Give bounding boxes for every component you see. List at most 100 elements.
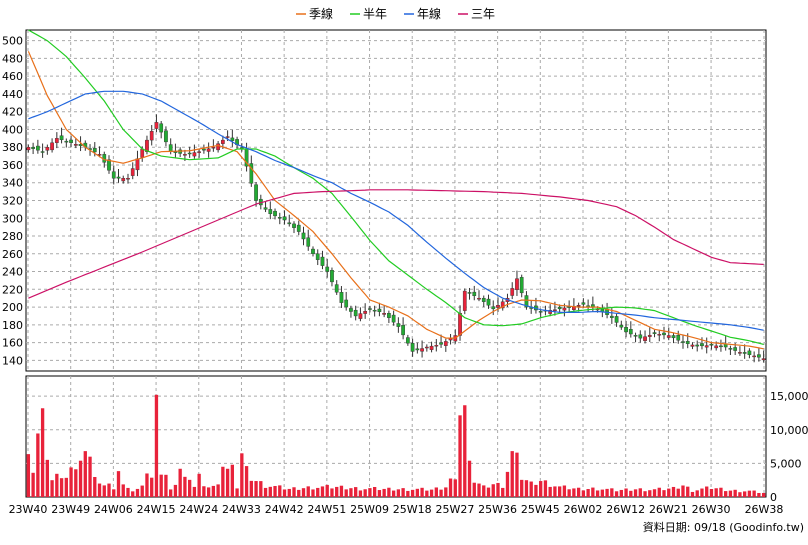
volume-bar xyxy=(363,489,367,497)
volume-bar xyxy=(59,478,64,497)
volume-bar xyxy=(652,489,657,497)
price-tick-label: 140 xyxy=(2,354,23,367)
volume-bar xyxy=(292,487,296,497)
candle-body xyxy=(548,310,553,314)
candle-body xyxy=(486,298,491,306)
price-tick-label: 240 xyxy=(2,266,23,279)
volume-bar xyxy=(197,473,201,497)
volume-bar xyxy=(107,483,111,497)
candle-body xyxy=(576,305,581,307)
price-panel xyxy=(25,29,767,372)
volume-bar xyxy=(505,471,510,497)
volume-bar xyxy=(131,491,135,497)
volume-tick-label: 5,000 xyxy=(770,457,802,470)
candle-body xyxy=(197,151,202,153)
candle-body xyxy=(752,355,757,358)
candle-body xyxy=(477,297,481,300)
volume-bar xyxy=(458,415,462,497)
volume-bar xyxy=(591,487,595,497)
volume-bar xyxy=(572,488,576,497)
ma-line-quarter xyxy=(27,51,764,350)
volume-bar xyxy=(534,484,538,497)
candle-body xyxy=(377,308,382,312)
volume-bar xyxy=(112,489,116,497)
price-tick-label: 340 xyxy=(2,177,23,190)
candle-body xyxy=(339,292,344,303)
candle-body xyxy=(206,148,211,152)
volume-bar xyxy=(74,469,78,497)
volume-bar xyxy=(169,489,173,497)
volume-bar xyxy=(633,489,638,497)
volume-bar xyxy=(387,487,391,497)
candle-body xyxy=(462,290,467,311)
volume-bar xyxy=(719,487,723,497)
volume-bar xyxy=(624,488,628,497)
volume-bar xyxy=(178,468,182,497)
candle-body xyxy=(628,329,633,335)
volume-bar xyxy=(690,491,695,497)
x-tick-label: 26W02 xyxy=(564,503,603,516)
price-tick-label: 420 xyxy=(2,106,23,119)
candle-body xyxy=(443,341,448,346)
volume-bar xyxy=(686,486,690,497)
candles xyxy=(26,114,766,363)
x-tick-label: 25W18 xyxy=(393,503,432,516)
volume-bar xyxy=(667,488,671,497)
volume-bar xyxy=(463,405,467,497)
volume-bar xyxy=(605,488,609,497)
x-tick-label: 23W49 xyxy=(51,503,90,516)
volume-bar xyxy=(368,488,372,497)
volume-bar xyxy=(501,487,505,497)
candle-body xyxy=(747,350,752,355)
volume-bar xyxy=(64,477,68,497)
volume-bar xyxy=(259,481,263,497)
candle-body xyxy=(643,336,647,342)
volume-bar xyxy=(26,454,31,497)
volume-bar xyxy=(254,481,258,497)
legend-label-2: 年線 xyxy=(417,6,441,21)
volume-bar xyxy=(36,433,40,497)
x-tick-label: 24W06 xyxy=(94,503,133,516)
volume-bar xyxy=(83,451,87,497)
volume-bar xyxy=(453,479,457,497)
price-tick-label: 320 xyxy=(2,195,23,208)
volume-bar xyxy=(595,490,600,497)
price-tick-label: 160 xyxy=(2,337,23,350)
volume-bar xyxy=(539,481,543,497)
price-tick-label: 300 xyxy=(2,212,23,225)
x-tick-label: 24W42 xyxy=(265,503,304,516)
volume-bar xyxy=(415,488,420,497)
volume-bar xyxy=(600,489,605,497)
candle-body xyxy=(135,158,140,171)
candle-body xyxy=(192,152,197,157)
volume-bar xyxy=(406,490,410,497)
candle-body xyxy=(268,209,273,215)
volume-bar xyxy=(524,480,529,497)
volume-bar xyxy=(695,490,699,497)
candle-body xyxy=(202,148,206,151)
x-tick-label: 24W15 xyxy=(137,503,176,516)
candle-body xyxy=(515,278,519,290)
volume-bar xyxy=(401,488,405,497)
x-tick-label: 25W09 xyxy=(350,503,389,516)
volume-bar xyxy=(543,480,548,497)
candle-body xyxy=(140,148,145,158)
candle-body xyxy=(614,316,619,323)
volume-bar xyxy=(273,485,277,497)
volume-bar xyxy=(140,485,144,497)
candle-body xyxy=(557,306,562,310)
candle-body xyxy=(59,135,64,141)
candle-body xyxy=(320,256,325,266)
candle-body xyxy=(742,352,747,354)
candle-body xyxy=(372,309,377,312)
volume-bar xyxy=(126,487,130,497)
volume-bar xyxy=(344,489,348,497)
candle-body xyxy=(491,306,496,310)
price-tick-label: 260 xyxy=(2,248,23,261)
volume-bar xyxy=(121,484,125,497)
volume-bar xyxy=(325,484,329,497)
volume-bar xyxy=(429,489,434,497)
volume-bar xyxy=(183,476,187,497)
volume-bar xyxy=(173,484,178,497)
volume-bar xyxy=(439,489,443,497)
